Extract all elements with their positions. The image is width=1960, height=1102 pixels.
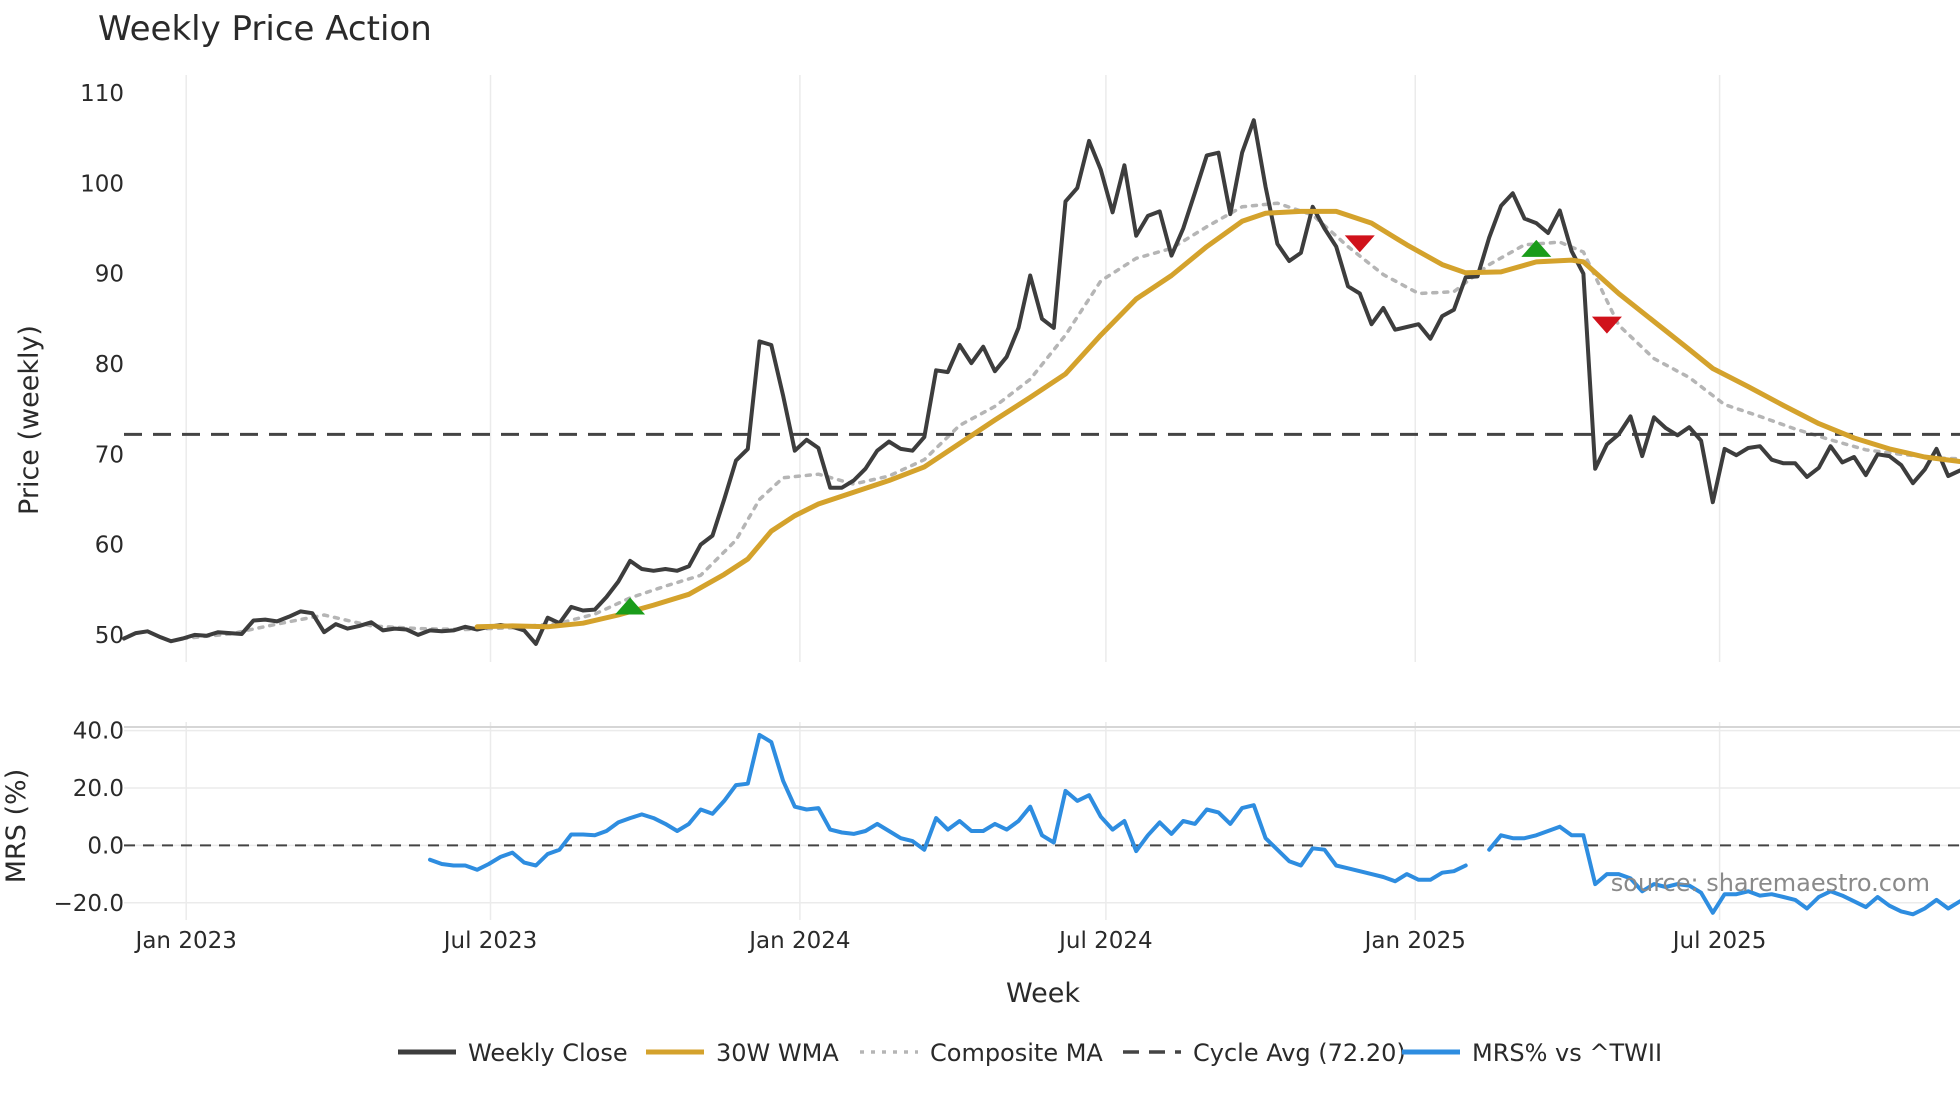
mrs-axis-label: MRS (%) <box>1 769 32 884</box>
chart-title: Weekly Price Action <box>98 9 432 49</box>
x-tick-label: Jan 2024 <box>747 928 850 954</box>
legend-label: 30W WMA <box>716 1039 839 1067</box>
price-gridlines <box>185 75 1721 662</box>
price-y-tick-label: 50 <box>95 623 124 649</box>
mrs-vs-twii-line <box>1487 824 1960 917</box>
x-tick-label: Jul 2025 <box>1671 928 1767 954</box>
price-y-tick-label: 90 <box>95 262 124 288</box>
legend: Weekly Close 30W WMA Composite MA Cycle Avg… <box>398 1039 1662 1067</box>
source-watermark: source: sharemaestro.com <box>1611 869 1930 897</box>
x-axis-label: Week <box>1006 978 1080 1009</box>
sell-signal-marker <box>1591 316 1622 334</box>
x-tick-label: Jan 2023 <box>134 928 237 954</box>
legend-label: Composite MA <box>930 1039 1103 1067</box>
legend-label: Cycle Avg (72.20) <box>1193 1039 1406 1067</box>
mrs-y-tick-label: 40.0 <box>73 719 124 745</box>
weekly-close-line <box>122 118 1960 646</box>
price-y-tick-label: 80 <box>95 352 124 378</box>
buy-signal-marker <box>615 597 646 615</box>
mrs-vs-twii-line <box>428 732 1468 884</box>
mrs-y-tick-label: 20.0 <box>73 776 124 802</box>
mrs-y-tick-label: −20.0 <box>54 891 124 917</box>
30w-wma-line <box>474 208 1960 630</box>
sell-signal-marker <box>1344 235 1375 253</box>
tick-labels: Jan 2023 Jul 2023 Jan 2024 Jul 2024 Jan 2025… <box>54 81 1767 954</box>
price-y-tick-label: 70 <box>95 442 124 468</box>
price-axis-label: Price (weekly) <box>14 325 45 515</box>
composite-ma-line <box>181 201 1960 641</box>
price-y-tick-label: 100 <box>80 171 124 197</box>
x-tick-label: Jan 2025 <box>1363 928 1466 954</box>
buy-signal-marker <box>1521 239 1552 257</box>
mrs-y-tick-label: 0.0 <box>87 833 124 859</box>
x-tick-label: Jul 2024 <box>1057 928 1153 954</box>
x-tick-label: Jul 2023 <box>442 928 538 954</box>
series-layer <box>122 118 1960 917</box>
legend-label: MRS% vs ^TWII <box>1472 1039 1662 1067</box>
price-y-tick-label: 60 <box>95 533 124 559</box>
price-y-tick-label: 110 <box>80 81 124 107</box>
signal-markers <box>615 235 1622 615</box>
legend-label: Weekly Close <box>468 1039 628 1067</box>
